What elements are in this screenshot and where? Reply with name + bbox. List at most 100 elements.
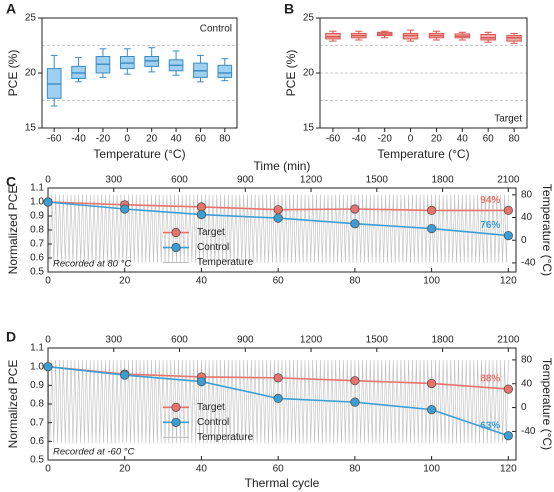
marker: [196, 376, 207, 387]
marker: [120, 370, 130, 380]
x-tick-label: -40: [352, 134, 367, 145]
y-tick-label: 0.9: [30, 380, 44, 391]
x-tick-label: 120: [500, 276, 517, 287]
legend-label: Control: [197, 417, 229, 428]
x-tick-label: 40: [196, 276, 208, 287]
x-tick-label: 60: [273, 276, 285, 287]
marker: [427, 404, 437, 415]
x2-tick-label: 1500: [366, 335, 389, 346]
y2-tick-label: 40: [521, 378, 533, 389]
x2-tick-label: 600: [171, 175, 188, 186]
legend-label: Target: [197, 227, 225, 238]
y-tick-label: 1.1: [30, 343, 44, 354]
marker: [427, 378, 437, 389]
marker: [273, 393, 283, 403]
value-label: 76%: [480, 220, 500, 231]
y2-tick-label: -40: [521, 426, 536, 437]
y-axis-title: Normalized PCE: [6, 186, 20, 275]
x-axis-title: Temperature (°C): [93, 147, 185, 161]
marker: [120, 204, 130, 214]
legend-marker: [171, 417, 181, 427]
x-axis-title: Thermal cycle: [245, 476, 320, 490]
value-label: 94%: [480, 195, 500, 206]
annotation: Recorded at -60 °C: [53, 447, 135, 458]
y-tick-label: 0.6: [30, 253, 44, 264]
panel-label: C: [6, 174, 16, 190]
x2-tick-label: 1800: [431, 175, 454, 186]
y-tick-label: 0.8: [30, 225, 44, 236]
x-tick-label: 120: [500, 464, 517, 475]
x-tick-label: 60: [195, 134, 207, 145]
x-tick-label: 100: [423, 276, 440, 287]
annotation: Target: [494, 114, 522, 125]
x-tick-label: 40: [457, 134, 469, 145]
y2-tick-label: 80: [521, 189, 533, 200]
legend-marker: [171, 242, 181, 253]
y-tick-label: 0.7: [30, 417, 44, 428]
marker: [273, 205, 283, 215]
legend-marker: [171, 227, 181, 238]
legend-label: Target: [197, 402, 225, 413]
legend-marker: [171, 402, 181, 412]
x-tick-label: 20: [119, 464, 131, 475]
y-tick-label: 0.8: [30, 399, 44, 410]
x2-tick-label: 2100: [497, 175, 520, 186]
y2-tick-label: 0: [521, 402, 527, 413]
y-axis-title: PCE (%): [284, 50, 298, 97]
marker: [503, 205, 513, 215]
x-tick-label: 20: [431, 134, 443, 145]
marker: [43, 197, 53, 207]
temperature-profile: [47, 359, 509, 444]
y-tick-label: 20: [25, 68, 37, 79]
y2-axis-title: Temperature (°C): [540, 358, 554, 450]
marker: [503, 384, 513, 394]
x2-tick-label: 1500: [366, 175, 389, 186]
x2-tick-label: 1200: [300, 175, 323, 186]
y-tick-label: 1.0: [30, 361, 44, 372]
panel-label: D: [6, 329, 16, 345]
x2-tick-label: 300: [105, 175, 122, 186]
panel-label: A: [6, 1, 16, 17]
y-tick-label: 0.9: [30, 211, 44, 222]
temperature-profile: [47, 194, 509, 263]
x-tick-label: 80: [349, 276, 361, 287]
x-tick-label: -20: [377, 134, 392, 145]
marker: [196, 202, 207, 212]
x-tick-label: -20: [96, 134, 111, 145]
marker: [43, 362, 53, 372]
x-tick-label: 60: [483, 134, 495, 145]
annotation: Recorded at 80 °C: [53, 259, 131, 270]
x2-tick-label: 900: [237, 175, 254, 186]
x-tick-label: -60: [326, 134, 341, 145]
x-tick-label: 20: [146, 134, 158, 145]
marker: [273, 373, 283, 383]
x2-tick-label: 600: [171, 335, 188, 346]
x-tick-label: -60: [47, 134, 62, 145]
marker: [503, 231, 513, 241]
x-tick-label: -40: [71, 134, 86, 145]
y-tick-label: 1.1: [30, 183, 44, 194]
x2-axis-title: Time (min): [254, 159, 311, 173]
plot-frame: [41, 17, 238, 129]
marker: [350, 204, 360, 214]
y-tick-label: 25: [25, 13, 37, 24]
marker: [273, 213, 283, 223]
x-tick-label: 20: [119, 276, 131, 287]
y-tick-label: 0.7: [30, 239, 44, 250]
x-tick-label: 60: [273, 464, 285, 475]
plot-frame: [319, 17, 528, 129]
y2-tick-label: -40: [521, 258, 536, 269]
legend-label: Control: [197, 242, 229, 253]
marker: [196, 210, 207, 220]
x-tick-label: 100: [423, 464, 440, 475]
legend-label: Temperature: [197, 257, 254, 268]
y-tick-label: 0.5: [30, 267, 44, 278]
x-axis-title: Temperature (°C): [377, 147, 469, 161]
y2-tick-label: 40: [521, 212, 533, 223]
x2-tick-label: 0: [45, 175, 51, 186]
x-tick-label: 80: [509, 134, 521, 145]
y-tick-label: 15: [303, 123, 315, 134]
x-tick-label: 80: [219, 134, 231, 145]
x-tick-label: 40: [196, 464, 208, 475]
